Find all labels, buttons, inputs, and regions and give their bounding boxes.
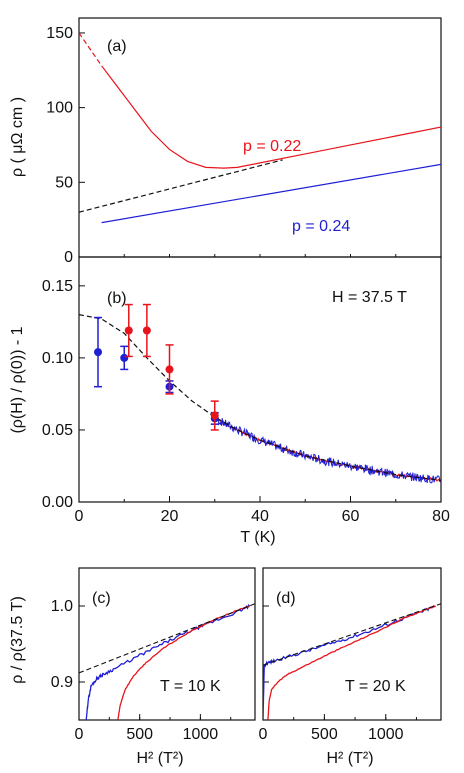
x-tick-label: 60: [342, 508, 360, 525]
y-tick-label: 0.9: [51, 674, 73, 691]
panel-b-ylabel: (ρ(H) / ρ(0)) - 1: [9, 326, 26, 433]
x-tick-label: 500: [311, 726, 338, 743]
panel-a-label: (a): [107, 38, 127, 55]
model-curve: [78, 314, 442, 481]
y-tick-label: 1.0: [51, 598, 73, 615]
x-tick-label: 0: [259, 726, 268, 743]
panel-d-temperature: T = 20 K: [345, 678, 406, 695]
blue-trace: [214, 416, 441, 484]
y-tick-label: 0.10: [42, 350, 73, 367]
series-line: [263, 605, 436, 719]
fit-line: [79, 603, 255, 674]
field-annotation: H = 37.5 T: [332, 289, 407, 306]
panel-c-xlabel: H² (T²): [136, 750, 183, 767]
series-line: [101, 65, 442, 169]
panel-c: 0.9 1.0 0 500 1000 (c) T = 10 K ρ / ρ(37.5 T…: [9, 567, 256, 767]
y-tick-label: 0: [64, 249, 73, 266]
x-tick-label: 1000: [368, 726, 404, 743]
panel-b-label: (b): [107, 290, 127, 307]
x-tick-label: 40: [251, 508, 269, 525]
y-tick-label: 100: [46, 100, 73, 117]
panel-a-ylabel: ρ ( μΩ cm ): [9, 97, 26, 177]
data-point: [124, 326, 133, 335]
annotation-p-022: p = 0.22: [243, 138, 301, 155]
panel-d-xlabel: H² (T²): [326, 750, 373, 767]
panel-d-label: (d): [276, 590, 296, 607]
x-tick-label: 1000: [183, 726, 219, 743]
annotation-p-024: p = 0.24: [292, 218, 350, 235]
x-tick-label: 20: [161, 508, 179, 525]
panel-b-xlabel: T (K): [240, 529, 275, 546]
x-tick-label: 80: [432, 508, 450, 525]
series-line: [117, 605, 251, 720]
y-tick-label: 50: [55, 174, 73, 191]
panel-d-frame: [262, 567, 442, 721]
panel-a: 0 50 100 150 (a) ρ ( μΩ cm ) p = 0.22 p = 0…: [9, 17, 442, 266]
panel-c-label: (c): [92, 590, 111, 607]
series-line: [85, 604, 251, 720]
panel-b: 0.00 0.05 0.10 0.15 0 20 40 60 80 (b) H = 37.5 T…: [9, 256, 450, 546]
y-tick-label: 0.05: [42, 422, 73, 439]
red-trace: [214, 418, 442, 483]
data-point: [120, 353, 129, 362]
panel-d: 0 500 1000 (d) T = 20 K H² (T²): [259, 567, 442, 767]
panel-c-temperature: T = 10 K: [160, 678, 221, 695]
data-point: [94, 348, 103, 357]
x-tick-label: 0: [75, 726, 84, 743]
panel-c-ylabel: ρ / ρ(37.5 T): [9, 596, 26, 684]
x-tick-label: 0: [75, 508, 84, 525]
fit-line: [263, 603, 441, 666]
y-tick-label: 150: [46, 25, 73, 42]
series-line: [78, 32, 103, 67]
y-tick-label: 0.00: [42, 494, 73, 511]
series-line: [267, 605, 436, 720]
data-point: [142, 326, 151, 335]
x-tick-label: 500: [126, 726, 153, 743]
data-point: [165, 365, 174, 374]
series-line: [78, 159, 283, 213]
y-tick-label: 0.15: [42, 278, 73, 295]
data-point: [210, 411, 219, 420]
panel-c-frame: [78, 567, 256, 721]
series-line: [101, 163, 442, 224]
